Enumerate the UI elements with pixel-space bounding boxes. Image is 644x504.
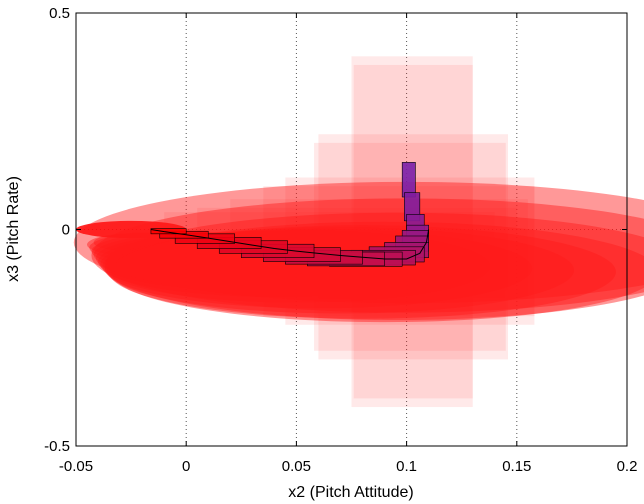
x-tick-label: 0.1 <box>396 458 417 475</box>
reach-mass-blob <box>73 181 644 304</box>
reach-mass-blob <box>87 232 198 257</box>
x-tick-label: 0.2 <box>617 458 638 475</box>
x-tick-label: -0.05 <box>59 458 93 475</box>
trajectory-line <box>150 229 430 260</box>
x-tick-labels: -0.05 0 0.05 0.1 0.15 0.2 <box>59 458 638 475</box>
axis-ticks <box>75 12 628 447</box>
y-tick-label: 0.5 <box>49 5 70 22</box>
plot-area <box>73 12 644 447</box>
y-axis-label: x3 (Pitch Rate) <box>5 176 22 282</box>
x-tick-label: 0.15 <box>502 458 531 475</box>
reach-mass-blob <box>93 233 165 252</box>
reach-mass-blob <box>100 231 449 298</box>
x-tick-label: 0.05 <box>282 458 311 475</box>
inner-reach-box <box>150 228 187 235</box>
y-tick-labels: -0.5 0 0.5 <box>44 5 70 455</box>
x-axis-label: x2 (Pitch Attitude) <box>288 484 413 501</box>
y-tick-label: -0.5 <box>44 438 70 455</box>
reach-mass-blob <box>98 232 407 291</box>
inner-reach-box <box>401 162 416 198</box>
y-tick-label: 0 <box>62 222 70 239</box>
x-tick-label: 0 <box>182 458 190 475</box>
